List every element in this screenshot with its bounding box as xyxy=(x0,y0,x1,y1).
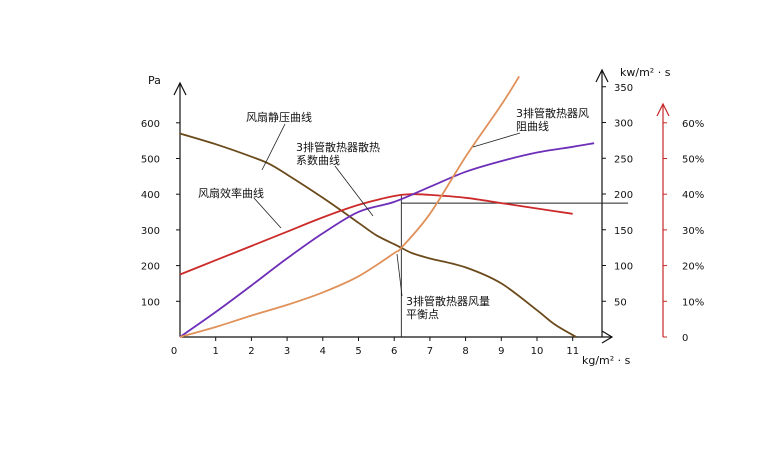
y-left-tick-label: 400 xyxy=(141,190,160,201)
leader-heat-dissipation xyxy=(334,165,374,217)
label-balance-point-line1: 3排管散热器风量 xyxy=(406,294,490,308)
y-left-tick-label: 500 xyxy=(141,155,160,166)
y-right2-tick-label: 10% xyxy=(682,297,704,308)
leader-static-pressure xyxy=(261,123,286,171)
y-right2-tick-label: 40% xyxy=(682,190,704,201)
x-tick-label: 4 xyxy=(320,346,326,357)
y-right2-tick-label: 20% xyxy=(682,262,704,273)
y-right2-tick-label: 0 xyxy=(682,333,688,344)
y-right-tick-label: 150 xyxy=(614,226,633,237)
heat-dissipation-coefficient-curve xyxy=(179,142,595,338)
y-left-tick-label: 300 xyxy=(141,226,160,237)
y-left-tick-label: 100 xyxy=(141,297,160,308)
y-left-unit: Pa xyxy=(148,74,161,87)
y-right2-tick-label: 50% xyxy=(682,155,704,166)
reference-lines xyxy=(400,194,628,337)
x-tick-label: 8 xyxy=(462,346,468,357)
x-tick-label: 10 xyxy=(531,346,544,357)
y-right-unit: kw/m² · s xyxy=(620,66,671,79)
y-right2-tick-label: 30% xyxy=(682,226,704,237)
y-right2-tick-label: 60% xyxy=(682,119,704,130)
fan-static-pressure-curve xyxy=(179,132,577,338)
x-tick-label: 6 xyxy=(391,346,397,357)
x-tick-label: 9 xyxy=(498,346,504,357)
fan-efficiency-curve xyxy=(179,193,573,276)
label-air-resistance-line2: 阻曲线 xyxy=(516,119,549,133)
leader-balance-point xyxy=(396,253,403,297)
y-right-tick-label: 250 xyxy=(614,154,633,165)
label-balance-point-line2: 平衡点 xyxy=(406,308,439,321)
x-tick-label: 5 xyxy=(355,346,361,357)
y-right-tick-label: 100 xyxy=(614,262,633,273)
label-heat-dissipation-line1: 3排管散热器散热 xyxy=(296,140,380,154)
label-air-resistance-line1: 3排管散热器风 xyxy=(516,106,589,120)
y-right-tick-label: 200 xyxy=(614,190,633,201)
label-fan-static-pressure: 风扇静压曲线 xyxy=(246,110,312,124)
y-left-axis-arrow xyxy=(173,81,187,96)
y-right2-axis-arrow xyxy=(656,102,670,117)
x-tick-label: 3 xyxy=(284,346,290,357)
y-right-tick-label: 350 xyxy=(614,83,633,94)
ticks: 0 1 2 3 4 5 6 7 8 9 10 11 100 200 300 400 500 600 50 100 150… xyxy=(141,83,704,357)
x-tick-label: 0 xyxy=(171,346,177,357)
x-unit: kg/m² · s xyxy=(582,354,631,367)
y-right-axis-arrow xyxy=(595,68,609,83)
leader-lines xyxy=(253,123,521,297)
x-tick-label: 7 xyxy=(427,346,433,357)
series xyxy=(179,75,595,338)
y-left-tick-label: 600 xyxy=(141,119,160,130)
label-fan-efficiency: 风扇效率曲线 xyxy=(198,186,264,200)
y-left-tick-label: 200 xyxy=(141,262,160,273)
labels: Pa kw/m² · s kg/m² · s 风扇静压曲线 风扇效率曲线 3排管… xyxy=(148,66,671,367)
leader-air-resistance xyxy=(472,132,521,148)
x-axis-arrow xyxy=(601,330,614,344)
leader-efficiency xyxy=(253,197,282,229)
air-resistance-curve xyxy=(179,75,520,338)
label-heat-dissipation-line2: 系数曲线 xyxy=(296,153,340,167)
x-tick-label: 1 xyxy=(213,346,219,357)
x-tick-label: 2 xyxy=(248,346,254,357)
y-right-tick-label: 50 xyxy=(614,297,627,308)
x-tick-label: 11 xyxy=(566,346,579,357)
y-right-tick-label: 300 xyxy=(614,119,633,130)
